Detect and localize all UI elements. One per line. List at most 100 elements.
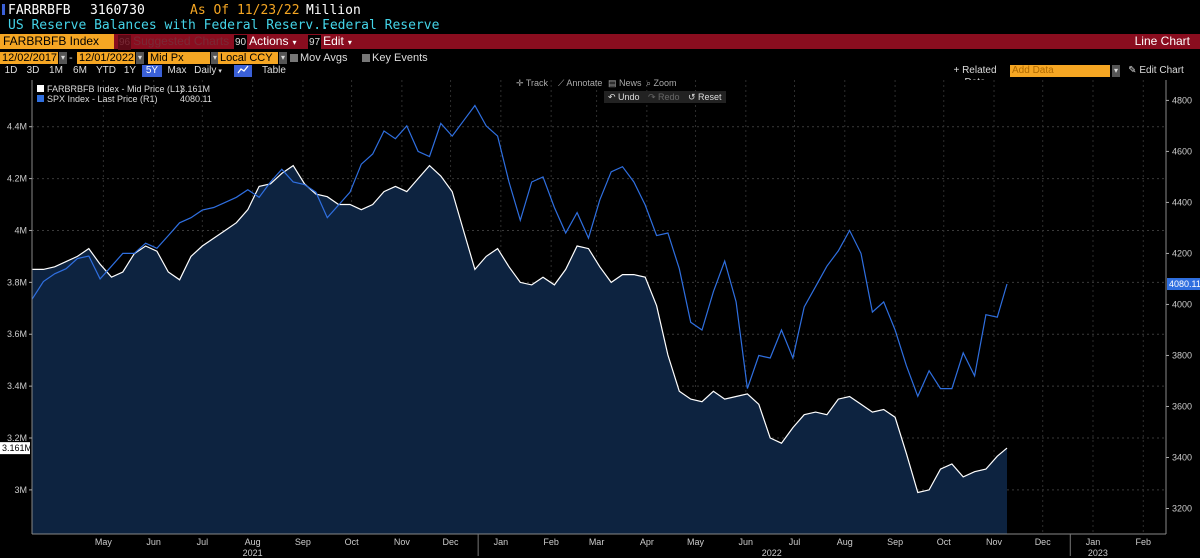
table-button[interactable]: Table xyxy=(262,65,286,76)
legend-item-reserves[interactable]: FARBRBFB Index - Mid Price (L1) 3.161M xyxy=(32,84,222,94)
last-value-marker-spx xyxy=(1167,278,1200,291)
range-max[interactable]: Max xyxy=(167,65,187,76)
currency-dropdown[interactable]: ▾ xyxy=(279,52,287,64)
right-tick-label: 4000 xyxy=(1172,299,1192,309)
range-5y[interactable]: 5Y xyxy=(142,65,162,77)
start-date-dropdown[interactable]: ▾ xyxy=(59,52,67,64)
chart-options-row: 12/02/2017 ▾ - 12/01/2022 ▾ Mid Px ▾ Loc… xyxy=(0,51,1200,65)
month-tick-label: Aug xyxy=(837,537,853,547)
actions-num: 90 xyxy=(234,35,248,50)
as-of-date: As Of 11/23/22 xyxy=(190,3,300,18)
month-tick-label: Oct xyxy=(937,537,952,547)
redo-label: Redo xyxy=(658,92,680,102)
plus-icon: + xyxy=(953,65,963,76)
pencil-icon: ✎ xyxy=(1128,65,1140,76)
news-icon: ▤ xyxy=(608,78,620,88)
month-tick-label: Jun xyxy=(739,537,754,547)
range-toolbar: 1D 3D 1M 6M YTD 1Y 5Y Max Daily ▾ Table +… xyxy=(0,65,1200,88)
right-tick-label: 4200 xyxy=(1172,248,1192,258)
actions-menu[interactable]: 90 Actions ▾ xyxy=(234,34,297,50)
security-field[interactable]: FARBRBFB Index xyxy=(0,34,114,49)
right-tick-label: 4400 xyxy=(1172,197,1192,207)
legend-name-reserves: FARBRBFB Index - Mid Price (L1) xyxy=(47,84,184,94)
edit-chart-label: Edit Chart xyxy=(1139,65,1184,76)
annotate-icon: ⟋ xyxy=(558,78,567,88)
month-tick-label: Feb xyxy=(543,537,559,547)
right-tick-label: 3600 xyxy=(1172,401,1192,411)
right-tick-label: 4800 xyxy=(1172,95,1192,105)
reserves-area-fill xyxy=(32,165,1007,534)
month-tick-label: Dec xyxy=(1035,537,1052,547)
series-line-reserves xyxy=(32,164,1008,494)
edit-chart-button[interactable]: ✎ Edit Chart xyxy=(1126,65,1186,77)
axes: 3M 3.2M 3.4M 3.6M 3.8M 4M 4.2M 4.4M 3200 3400 3600… xyxy=(0,80,1200,558)
security-header: FARBRBFB 3160730 As Of 11/23/22 Million xyxy=(0,0,1200,18)
track-label: Track xyxy=(525,78,549,88)
zoom-icon: ⌕ xyxy=(646,78,654,88)
related-data-button[interactable]: + Related Data xyxy=(942,65,1008,88)
month-tick-label: Feb xyxy=(1136,537,1152,547)
track-tool[interactable]: ✛ Track xyxy=(516,78,548,89)
right-tick-label: 3800 xyxy=(1172,350,1192,360)
actions-label: Actions xyxy=(249,34,289,48)
key-events-checkbox[interactable] xyxy=(362,54,370,62)
date-separator: - xyxy=(69,52,73,64)
suggested-label: Suggested Charts xyxy=(133,34,230,48)
range-1y[interactable]: 1Y xyxy=(123,65,137,76)
price-field-dropdown[interactable]: ▾ xyxy=(211,52,219,64)
range-3d[interactable]: 3D xyxy=(26,65,40,76)
end-date-field[interactable]: 12/01/2022 xyxy=(77,52,135,64)
zoom-tool[interactable]: ⌕ Zoom xyxy=(646,78,677,89)
month-tick-label: Nov xyxy=(394,537,411,547)
reset-button[interactable]: ↺ Reset xyxy=(684,91,726,103)
annotate-tool[interactable]: ⟋ Annotate xyxy=(558,78,602,89)
month-tick-label: Jan xyxy=(494,537,509,547)
zoom-label: Zoom xyxy=(653,78,677,88)
mov-avgs-checkbox[interactable] xyxy=(290,54,298,62)
left-tick-label: 4.4M xyxy=(7,122,27,132)
redo-icon: ↷ xyxy=(648,92,659,102)
last-value-marker-reserves xyxy=(0,442,30,455)
end-date-dropdown[interactable]: ▾ xyxy=(136,52,144,64)
security-description: US Reserve Balances with Federal Reserv.… xyxy=(8,18,337,33)
edit-num: 97 xyxy=(308,35,322,50)
month-tick-label: May xyxy=(687,537,705,547)
news-tool[interactable]: ▤ News xyxy=(608,78,642,89)
series-line-spx xyxy=(31,104,1008,398)
right-tick-label: 4600 xyxy=(1172,146,1192,156)
line-chart-icon xyxy=(237,65,249,74)
price-field-select[interactable]: Mid Px xyxy=(148,52,210,64)
crosshair-icon: ✛ xyxy=(516,78,526,88)
month-tick-label: Sep xyxy=(887,537,903,547)
currency-select[interactable]: Local CCY xyxy=(218,52,278,64)
line-chart[interactable]: 3M 3.2M 3.4M 3.6M 3.8M 4M 4.2M 4.4M 3200 3400 3600… xyxy=(0,78,1200,558)
month-tick-label: Mar xyxy=(589,537,605,547)
left-tick-label: 3.8M xyxy=(7,277,27,287)
line-style-button[interactable] xyxy=(234,65,252,77)
frequency-select[interactable]: Daily ▾ xyxy=(192,65,224,77)
last-value-label-spx: 4080.11 xyxy=(1169,279,1200,289)
mov-avgs-label[interactable]: Mov Avgs xyxy=(300,52,348,64)
add-data-input[interactable]: Add Data xyxy=(1010,65,1110,77)
undo-button[interactable]: ↶ Undo xyxy=(604,91,644,103)
reset-icon: ↺ xyxy=(688,92,699,102)
range-1m[interactable]: 1M xyxy=(49,65,63,76)
left-tick-label: 3.4M xyxy=(7,381,27,391)
year-tick-label: 2022 xyxy=(762,548,782,558)
range-1d[interactable]: 1D xyxy=(4,65,18,76)
add-data-dropdown[interactable]: ▾ xyxy=(1112,65,1120,77)
range-6m[interactable]: 6M xyxy=(73,65,87,76)
security-description-row: US Reserve Balances with Federal Reserv.… xyxy=(0,18,1200,33)
key-events-label[interactable]: Key Events xyxy=(372,52,428,64)
chevron-down-icon: ▾ xyxy=(292,38,297,47)
header-marker xyxy=(2,4,5,15)
legend-swatch-reserves xyxy=(37,85,44,92)
reset-label: Reset xyxy=(698,92,722,102)
legend-item-spx[interactable]: SPX Index - Last Price (R1) 4080.11 xyxy=(32,94,222,104)
range-ytd[interactable]: YTD xyxy=(96,65,116,76)
suggested-charts-button[interactable]: 96 Suggested Charts xyxy=(118,34,230,50)
edit-menu[interactable]: 97 Edit ▾ xyxy=(308,34,352,50)
start-date-field[interactable]: 12/02/2017 xyxy=(0,52,58,64)
legend-value-spx: 4080.11 xyxy=(180,94,212,104)
redo-button[interactable]: ↷ Redo xyxy=(644,91,684,103)
